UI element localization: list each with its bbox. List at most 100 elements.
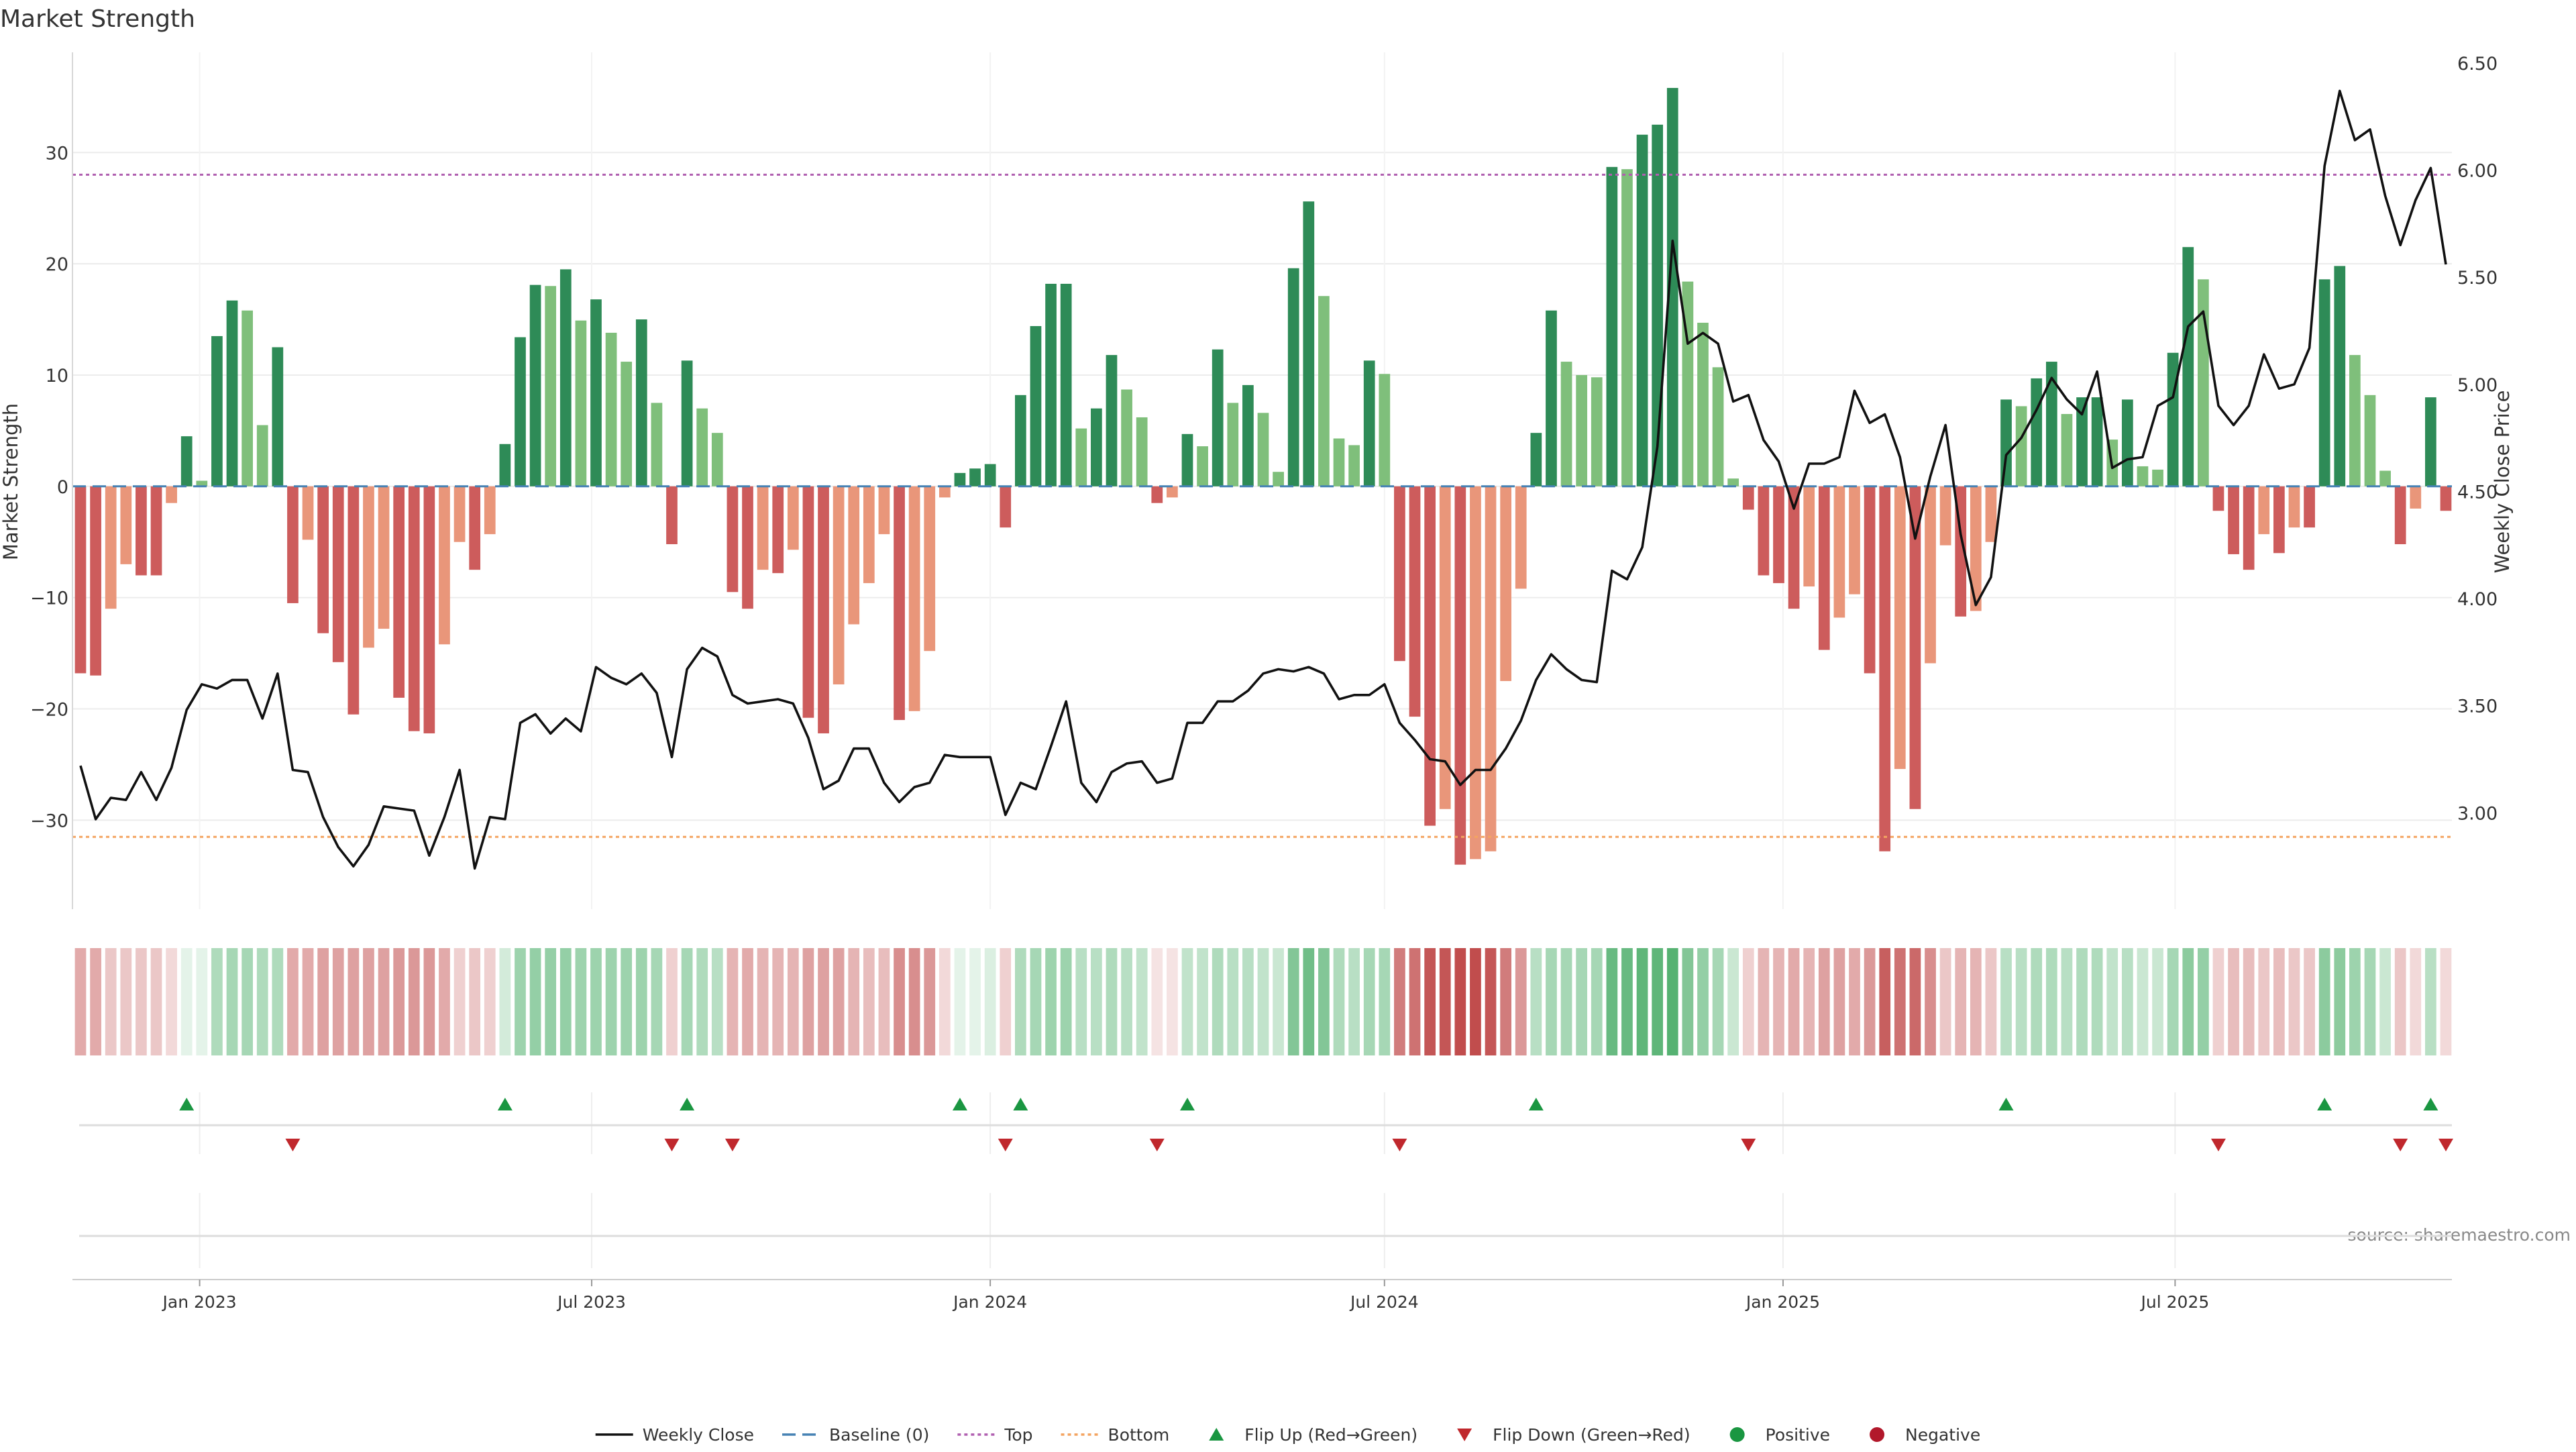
flip-down-marker — [2438, 1139, 2453, 1151]
strength-bar — [166, 486, 177, 503]
strength-bar — [2364, 395, 2376, 486]
strength-bar — [1303, 201, 1315, 486]
heatmap-cell — [120, 948, 132, 1055]
strength-bar — [180, 436, 193, 486]
flip-down-marker — [1392, 1139, 1407, 1151]
strength-bar — [1014, 395, 1026, 486]
heatmap-cell — [2091, 948, 2103, 1055]
heatmap-cell — [1485, 948, 1497, 1055]
heatmap-cell — [2031, 948, 2043, 1055]
flip-markers-panel — [79, 1092, 2453, 1268]
strength-bar — [439, 486, 450, 645]
heatmap-cell — [469, 948, 481, 1055]
heatmap-cell — [696, 948, 708, 1055]
strength-bar — [241, 310, 253, 486]
heatmap-cell — [1424, 948, 1436, 1055]
legend-flip-down-symbol — [1457, 1429, 1472, 1441]
heatmap-cell — [2137, 948, 2149, 1055]
heatmap-cell — [1515, 948, 1527, 1055]
heatmap-cell — [954, 948, 966, 1055]
heatmap-cell — [2288, 948, 2300, 1055]
legend-label-bottom: Bottom — [1108, 1425, 1170, 1445]
strength-bar — [1742, 486, 1754, 510]
heatmap-cell — [1014, 948, 1026, 1055]
strength-bar — [2304, 486, 2315, 528]
heatmap-cell — [1652, 948, 1664, 1055]
strength-bar — [90, 486, 101, 676]
strength-bar — [954, 472, 966, 486]
strength-bar — [1560, 362, 1572, 486]
heatmap-cell — [1727, 948, 1739, 1055]
heatmap-cell — [2182, 948, 2194, 1055]
strength-bar — [1485, 486, 1497, 851]
chart-title: Market Strength — [0, 5, 195, 33]
strength-bar — [2091, 397, 2103, 486]
strength-bar — [256, 425, 268, 486]
strength-bar — [347, 486, 360, 715]
heatmap-cell — [1591, 948, 1603, 1055]
heatmap-cell — [1181, 948, 1193, 1055]
heatmap-cell — [848, 948, 860, 1055]
heatmap-cell — [2015, 948, 2027, 1055]
strength-bar — [272, 347, 284, 486]
heatmap-cell — [1697, 948, 1709, 1055]
strength-bar — [2349, 355, 2361, 486]
y-left-tick-label: 30 — [46, 143, 68, 164]
flip-down-marker — [664, 1139, 680, 1151]
heatmap-cell — [757, 948, 769, 1055]
strength-bar — [1121, 389, 1132, 486]
heatmap-cell — [605, 948, 617, 1055]
strength-bar — [1424, 486, 1436, 826]
y-right-tick-label: 3.50 — [2457, 696, 2498, 717]
heatmap-cell — [1666, 948, 1678, 1055]
legend-label-top: Top — [1004, 1425, 1032, 1445]
heatmap-cell — [1197, 948, 1208, 1055]
strength-bar — [1454, 486, 1466, 865]
strength-bar — [1470, 486, 1481, 860]
strength-bar — [787, 486, 799, 550]
heatmap-cell — [1742, 948, 1754, 1055]
heatmap-cell — [2410, 948, 2422, 1055]
flip-up-marker — [2423, 1098, 2438, 1110]
flip-up-marker — [179, 1098, 195, 1110]
heatmap-cell — [136, 948, 147, 1055]
heatmap-cell — [787, 948, 799, 1055]
x-tick-label: Jan 2024 — [952, 1292, 1027, 1312]
strength-bar — [1000, 486, 1012, 528]
strength-bar — [2440, 486, 2452, 511]
heatmap-cell — [1530, 948, 1542, 1055]
heatmap-cell — [666, 948, 678, 1055]
flip-down-marker — [998, 1139, 1013, 1151]
strength-bar — [772, 486, 784, 574]
heatmap-cell — [1470, 948, 1481, 1055]
strength-bar — [1075, 428, 1087, 486]
x-tick-label: Jul 2023 — [556, 1292, 626, 1312]
heatmap-cell — [2349, 948, 2361, 1055]
strength-bar — [136, 486, 147, 576]
heatmap-cell — [727, 948, 739, 1055]
strength-bar — [818, 486, 829, 733]
heatmap-cell — [256, 948, 268, 1055]
strength-bar — [1030, 325, 1042, 486]
heatmap-cell — [1060, 948, 1072, 1055]
heatmap-cell — [1879, 948, 1891, 1055]
heatmap-cell — [1925, 948, 1936, 1055]
flip-up-marker — [952, 1098, 967, 1110]
strength-bar — [605, 332, 617, 486]
strength-bar — [1060, 283, 1072, 486]
heatmap-cell — [1363, 948, 1375, 1055]
strength-bar — [742, 486, 753, 609]
heatmap-cell — [241, 948, 253, 1055]
heatmap-cell — [515, 948, 526, 1055]
legend-label-positive: Positive — [1766, 1425, 1830, 1445]
strength-bar — [1576, 374, 1588, 486]
flip-up-marker — [2317, 1098, 2332, 1110]
heatmap-cell — [1712, 948, 1724, 1055]
heatmap-cell — [2045, 948, 2057, 1055]
y-right-tick-label: 6.50 — [2457, 54, 2498, 74]
heatmap-cell — [1303, 948, 1315, 1055]
strength-bar — [666, 486, 678, 545]
heatmap-cell — [802, 948, 814, 1055]
y-left-tick-label: 10 — [46, 366, 68, 386]
heatmap-cell — [1409, 948, 1421, 1055]
